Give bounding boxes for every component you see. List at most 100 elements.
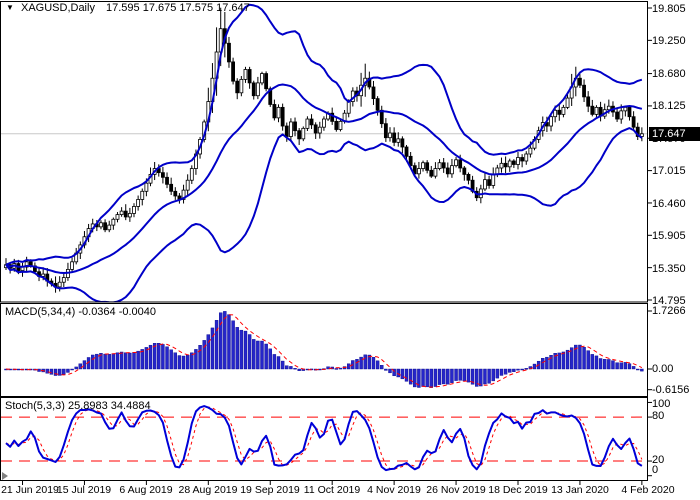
macd-bar [611, 360, 615, 370]
macd-bar [66, 368, 70, 373]
candle-bear [557, 109, 562, 115]
macd-bar [74, 366, 78, 370]
macd-bar [247, 334, 252, 370]
macd-bar [491, 368, 495, 382]
price-tick[interactable]: 14.795 [652, 295, 686, 307]
date-tick[interactable]: 6 Aug 2019 [119, 484, 173, 496]
macd-bar [272, 354, 277, 370]
stoch-tick[interactable]: 20 [652, 454, 665, 466]
macd-bar [206, 334, 211, 370]
stoch-tick[interactable]: 100 [652, 398, 671, 410]
candle-bear [400, 138, 405, 148]
macd-signal-line [5, 314, 643, 388]
macd-bar [95, 353, 99, 370]
candle-bear [251, 82, 256, 97]
macd-bar [355, 359, 359, 370]
scroll-arrow-icon[interactable] [2, 472, 8, 480]
macd-bar [487, 368, 491, 384]
candle-bear [425, 162, 430, 171]
price-tick[interactable]: 18.125 [652, 100, 686, 112]
candle-bull [317, 126, 322, 134]
date-tick[interactable]: 4 Nov 2019 [367, 484, 421, 496]
macd-bar [400, 368, 405, 380]
macd-bar [115, 352, 120, 370]
macd-bar [404, 368, 409, 382]
macd-bar [425, 368, 429, 388]
macd-bar [194, 349, 198, 370]
candle-bear [408, 155, 413, 167]
price-tick[interactable]: 15.905 [652, 230, 686, 242]
candle-bear [268, 88, 273, 105]
price-tick[interactable]: 16.460 [652, 198, 686, 210]
price-tick[interactable]: 17.015 [652, 165, 686, 177]
price-panel[interactable] [1, 3, 647, 303]
candle-bear [466, 173, 471, 181]
price-tick[interactable]: 18.680 [652, 68, 686, 80]
date-tick[interactable]: 26 Nov 2019 [426, 484, 486, 496]
macd-bar [384, 368, 388, 371]
date-tick[interactable]: 15 Jul 2019 [56, 484, 112, 496]
macd-bar [446, 368, 450, 385]
candle-bull [606, 105, 611, 111]
candle-bull [322, 118, 326, 128]
stoch-tick[interactable]: 0 [652, 464, 659, 476]
chart-title: ▼ XAGUSD,Daily 17.595 17.675 17.575 17.6… [6, 2, 250, 14]
macd-bar [367, 354, 372, 370]
bollinger-upper-band [5, 3, 643, 266]
candle-bull [136, 199, 141, 207]
macd-bar [565, 349, 570, 370]
macd-tick[interactable]: 1.7266 [652, 305, 686, 317]
macd-panel[interactable] [4, 311, 644, 388]
macd-tick[interactable]: -0.6156 [652, 384, 690, 396]
date-tick[interactable]: 21 Jun 2019 [1, 484, 59, 496]
macd-bar [148, 344, 153, 370]
candle-bear [280, 106, 285, 127]
macd-bar [231, 320, 235, 370]
macd-bar [334, 368, 339, 370]
candle-bear [334, 120, 339, 130]
price-tick[interactable]: 15.350 [652, 263, 686, 275]
macd-bar [371, 357, 376, 370]
candle-bull [619, 110, 624, 120]
candle-bull [181, 189, 186, 200]
macd-bar [396, 368, 400, 378]
macd-bar [297, 368, 301, 371]
candle-bull [276, 106, 281, 119]
candle-bull [483, 179, 487, 190]
price-tick[interactable]: 19.805 [652, 3, 686, 15]
macd-bar [260, 340, 264, 370]
date-tick[interactable]: 19 Sep 2019 [240, 484, 300, 496]
date-tick[interactable]: 18 Dec 2019 [488, 484, 548, 496]
main-panel-border [0, 1, 648, 303]
macd-bar [57, 368, 62, 376]
date-tick[interactable]: 4 Feb 2020 [621, 484, 675, 496]
macd-bar [462, 368, 467, 382]
macd-bar [78, 363, 83, 370]
macd-bar [128, 352, 132, 370]
macd-bar [202, 340, 206, 370]
macd-bar [252, 339, 256, 370]
stoch-panel[interactable] [1, 405, 647, 472]
date-tick[interactable]: 11 Oct 2019 [303, 484, 361, 496]
macd-bar [62, 368, 66, 375]
candle-bull [450, 165, 454, 175]
candle-bear [330, 112, 335, 122]
candle-bear [520, 157, 525, 162]
macd-tick[interactable]: 0.00 [652, 363, 674, 375]
macd-bar [185, 354, 190, 370]
macd-bar [607, 359, 611, 370]
candle-bear [264, 73, 269, 90]
macd-bar [532, 363, 537, 370]
candle-bear [445, 167, 450, 175]
macd-bar [454, 368, 458, 381]
date-tick[interactable]: 28 Aug 2019 [178, 484, 238, 496]
date-tick[interactable]: 13 Jan 2020 [551, 484, 609, 496]
macd-bar [243, 330, 248, 370]
stoch-tick[interactable]: 80 [652, 410, 665, 422]
chart-dropdown-icon[interactable]: ▼ [6, 3, 14, 12]
macd-bar [441, 368, 446, 385]
price-tick[interactable]: 19.250 [652, 35, 686, 47]
candle-bull [639, 133, 644, 137]
candle-bull [454, 159, 458, 167]
